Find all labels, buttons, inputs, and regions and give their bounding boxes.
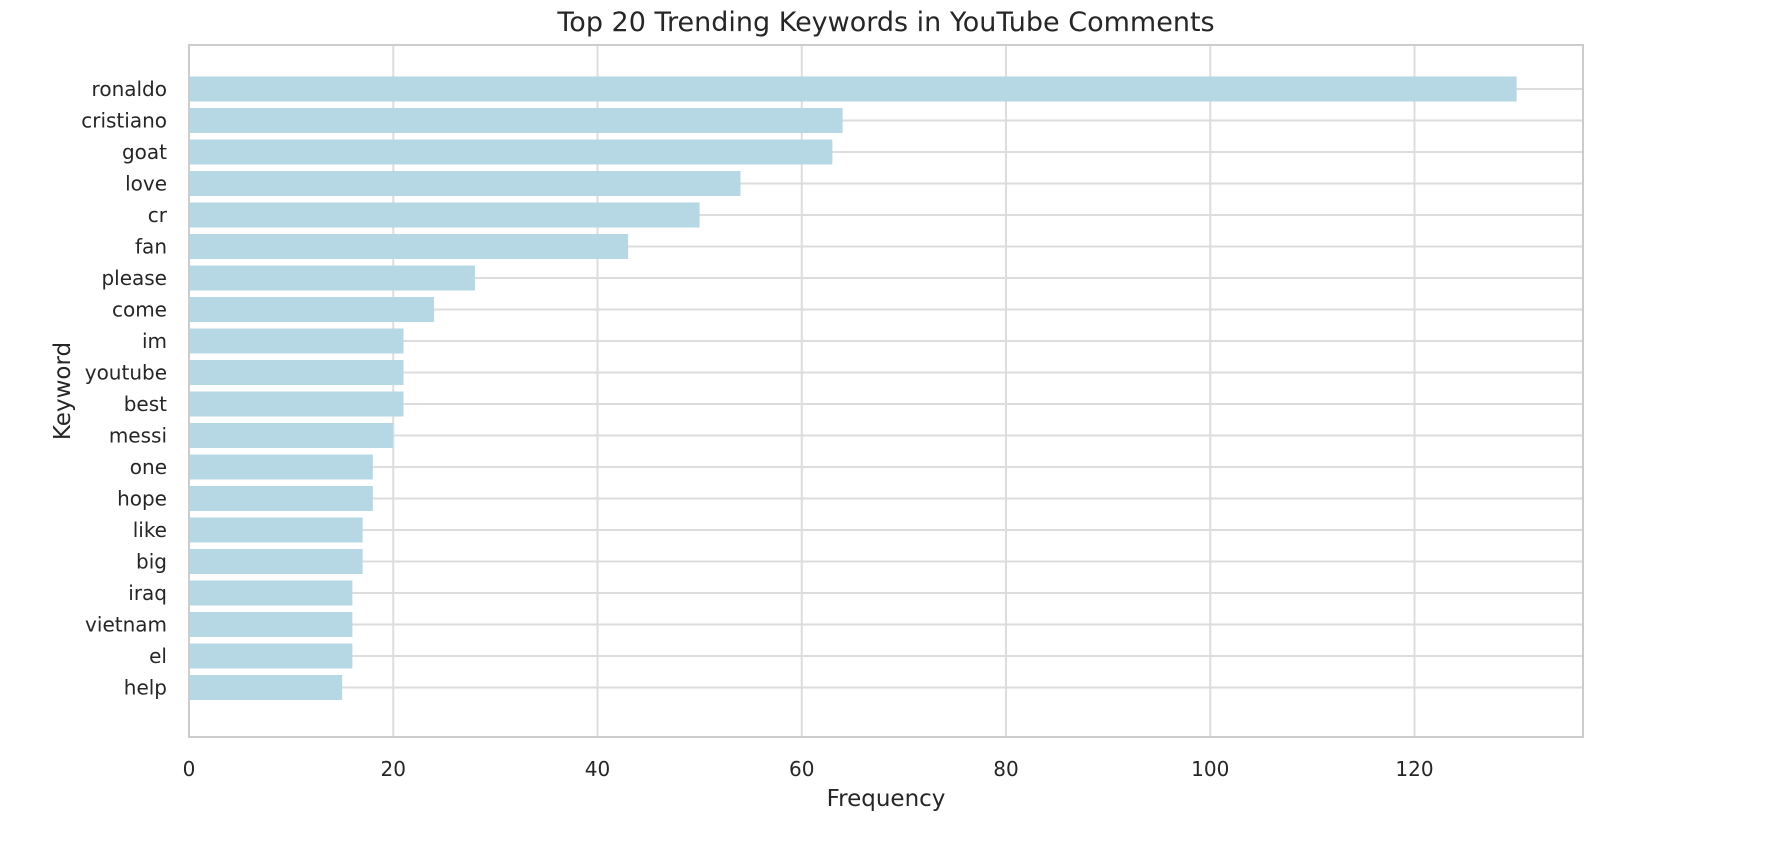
y-tick-label-help: help	[124, 676, 167, 700]
bar-ronaldo	[189, 76, 1517, 102]
y-tick-label-come: come	[112, 298, 167, 322]
bar-im	[189, 328, 404, 354]
bar-one	[189, 454, 373, 480]
y-tick-label-like: like	[133, 518, 167, 542]
bar-help	[189, 675, 343, 700]
y-tick-label-love: love	[125, 172, 167, 196]
x-tick-label: 100	[1191, 757, 1229, 781]
y-tick-label-fan: fan	[135, 235, 167, 259]
bar-come	[189, 297, 435, 322]
y-tick-labels: ronaldo cristiano goat love cr fan please come i…	[81, 77, 168, 700]
y-tick-label-goat: goat	[122, 140, 167, 164]
y-tick-label-youtube: youtube	[85, 361, 167, 385]
bar-el	[189, 643, 353, 669]
bar-big	[189, 549, 363, 574]
bar-youtube	[189, 360, 404, 385]
bar-cr	[189, 202, 700, 228]
x-tick-label: 20	[381, 757, 406, 781]
x-tick-label: 40	[585, 757, 610, 781]
y-tick-label-best: best	[124, 392, 167, 416]
x-tick-label: 60	[789, 757, 814, 781]
x-tick-labels: 0 20 40 60 80 100 120	[183, 757, 1434, 781]
y-tick-label-one: one	[130, 455, 167, 479]
x-axis-label: Frequency	[827, 786, 946, 812]
y-tick-label-ronaldo: ronaldo	[92, 77, 167, 101]
y-tick-label-messi: messi	[109, 424, 167, 448]
bar-best	[189, 391, 404, 417]
bar-vietnam	[189, 612, 353, 637]
y-axis-label: Keyword	[50, 342, 76, 440]
bar-cristiano	[189, 108, 843, 133]
bar-fan	[189, 234, 629, 259]
y-tick-label-iraq: iraq	[128, 581, 167, 605]
bar-like	[189, 517, 363, 543]
y-tick-label-please: please	[101, 266, 167, 290]
y-tick-label-hope: hope	[117, 487, 167, 511]
y-tick-label-vietnam: vietnam	[85, 613, 167, 637]
bar-hope	[189, 486, 373, 511]
y-tick-label-im: im	[142, 329, 167, 353]
y-tick-label-cristiano: cristiano	[81, 109, 167, 133]
bar-iraq	[189, 580, 353, 606]
plot-frame	[188, 44, 1584, 738]
y-tick-label-cr: cr	[148, 203, 168, 227]
bars-layer	[189, 76, 1517, 700]
y-tick-label-big: big	[136, 550, 167, 574]
chart-title: Top 20 Trending Keywords in YouTube Comm…	[556, 7, 1214, 38]
y-tick-label-el: el	[149, 644, 167, 668]
bar-please	[189, 265, 475, 291]
bar-messi	[189, 423, 394, 448]
x-tick-label: 0	[183, 757, 196, 781]
x-tick-label: 80	[993, 757, 1018, 781]
x-tick-label: 120	[1395, 757, 1433, 781]
bar-love	[189, 171, 741, 196]
bar-goat	[189, 139, 833, 165]
